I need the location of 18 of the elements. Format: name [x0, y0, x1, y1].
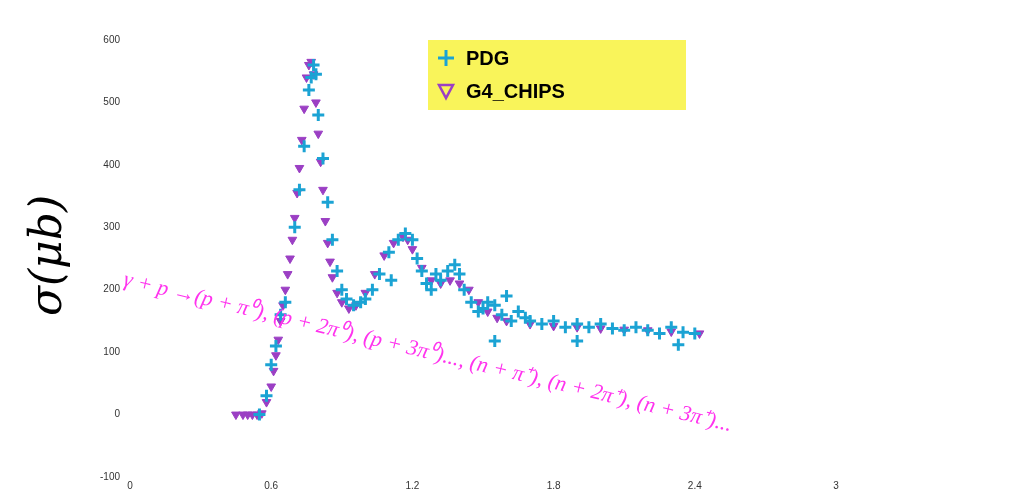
y-tick-label: 300 — [103, 221, 121, 233]
x-tick-label: 2.4 — [687, 479, 703, 491]
x-tick-label: 3 — [833, 479, 840, 491]
x-tick-label: 1.2 — [405, 479, 420, 491]
legend-label: PDG — [466, 46, 510, 70]
x-tick-label: 0 — [127, 479, 134, 491]
x-tick-label: 1.8 — [546, 479, 561, 491]
y-tick-label: 0 — [114, 408, 121, 420]
y-tick-label: -100 — [100, 470, 121, 482]
x-tick-label: 0.6 — [264, 479, 279, 491]
y-tick-label: 400 — [103, 158, 121, 170]
legend-label: G4_CHIPS — [466, 79, 565, 103]
annotation: γ + p →(p + π⁰), (p + 2π⁰), (p + 3π⁰)..., (n + π⁺), (n + 2π⁺), (n + 3π⁺)... — [121, 264, 736, 438]
y-tick-label: 200 — [103, 283, 121, 295]
y-tick-label: 600 — [103, 33, 121, 45]
y-tick-label: 500 — [103, 96, 121, 108]
y-tick-label: 100 — [103, 345, 121, 357]
y-axis-title: σ(μb) — [19, 193, 71, 319]
